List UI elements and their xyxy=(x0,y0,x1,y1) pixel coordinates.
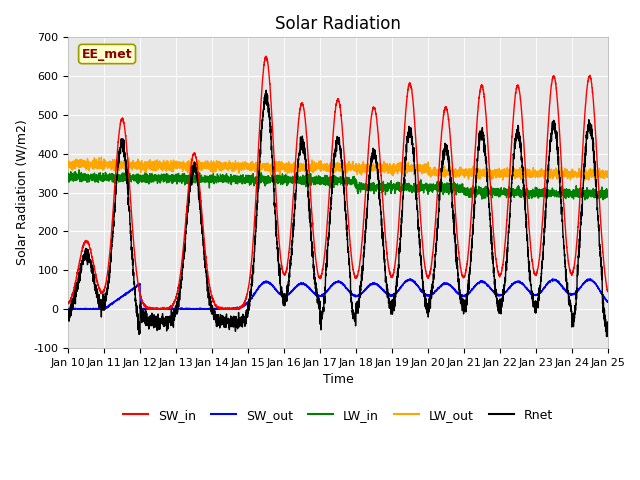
Legend: SW_in, SW_out, LW_in, LW_out, Rnet: SW_in, SW_out, LW_in, LW_out, Rnet xyxy=(118,404,558,427)
X-axis label: Time: Time xyxy=(323,373,353,386)
Text: EE_met: EE_met xyxy=(82,48,132,60)
Title: Solar Radiation: Solar Radiation xyxy=(275,15,401,33)
Y-axis label: Solar Radiation (W/m2): Solar Radiation (W/m2) xyxy=(15,120,28,265)
